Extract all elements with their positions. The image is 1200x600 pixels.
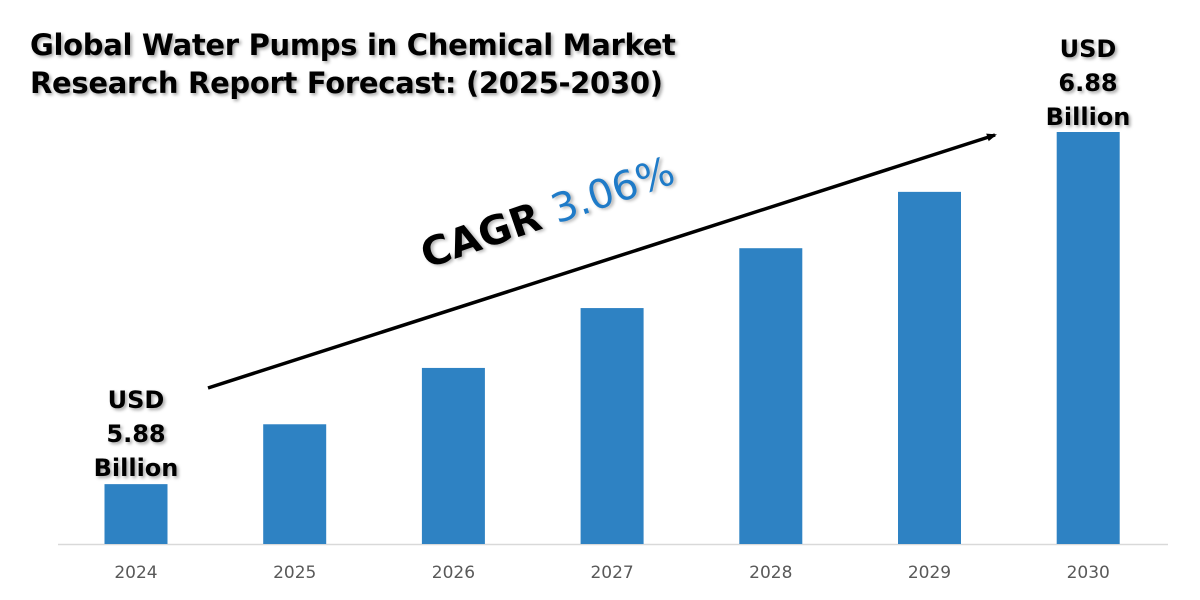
x-tick-label: 2024 [114, 563, 157, 583]
x-tick-label: 2030 [1067, 563, 1110, 583]
cagr-trend-arrow [207, 133, 997, 390]
x-tick-label: 2027 [590, 563, 633, 583]
x-tick-label: 2026 [432, 563, 475, 583]
callout-line: USD [1059, 35, 1117, 63]
bar-2027 [580, 308, 644, 544]
x-tick-label: 2029 [908, 563, 951, 583]
chart-title: Global Water Pumps in Chemical Market Re… [30, 26, 676, 102]
x-tick-label: 2025 [273, 563, 316, 583]
bar-2029 [898, 191, 961, 544]
bar-2028 [739, 248, 803, 544]
end-value-callout: USD 6.88 Billion [1038, 32, 1138, 134]
callout-line: USD [107, 386, 165, 414]
start-value-callout: USD 5.88 Billion [86, 383, 186, 485]
bar-2024 [104, 484, 168, 544]
callout-line: 5.88 [106, 420, 166, 448]
title-line: Research Report Forecast: (2025-2030) [30, 66, 663, 100]
callout-line: Billion [1045, 103, 1131, 131]
bar-2030 [1056, 132, 1120, 544]
callout-line: Billion [93, 454, 179, 482]
bar-2025 [263, 424, 327, 544]
bar-2026 [421, 367, 485, 544]
title-line: Global Water Pumps in Chemical Market [30, 28, 676, 62]
x-tick-label: 2028 [749, 563, 792, 583]
callout-line: 6.88 [1058, 69, 1118, 97]
